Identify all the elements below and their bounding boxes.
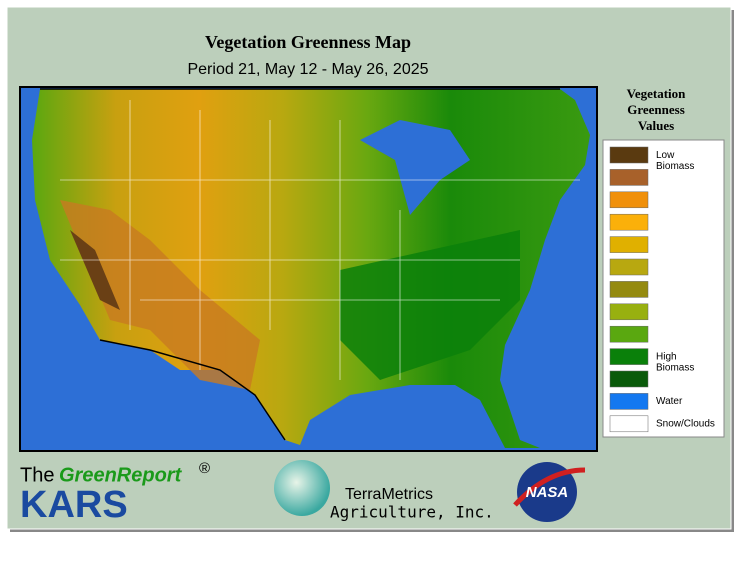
legend-swatch: [609, 146, 649, 164]
map-national-border: [40, 88, 560, 441]
map-green-region: [340, 230, 520, 380]
map-dry-region: [60, 200, 260, 390]
legend-title: Vegetation: [627, 86, 687, 101]
legend-swatch: [609, 415, 649, 433]
legend-label: Snow/Clouds: [656, 418, 715, 429]
legend-swatch: [609, 370, 649, 388]
legend-title: Values: [638, 118, 674, 133]
map-land: [32, 89, 590, 448]
legend-label: Water: [656, 396, 683, 407]
brand-the: The: [20, 464, 54, 486]
legend-swatch: [609, 393, 649, 410]
legend-swatch: [609, 236, 649, 253]
brand-registered: ®: [199, 460, 210, 477]
legend-swatch: [609, 281, 649, 298]
terrametrics-logo: [274, 460, 330, 516]
brand-greenreport: GreenReport: [59, 464, 183, 486]
nasa-text: NASA: [526, 484, 569, 501]
brand-kars: KARS: [20, 484, 128, 526]
map: [19, 86, 598, 452]
map-low-region: [70, 230, 120, 310]
legend-title: Greenness: [627, 102, 685, 117]
legend-swatch: [609, 325, 649, 343]
legend-swatch: [609, 348, 649, 365]
legend-swatch: [609, 303, 649, 321]
legend-swatch: [609, 191, 649, 209]
map-borders: [60, 100, 580, 380]
legend-label: Low Biomass: [656, 150, 694, 172]
map-great-lakes: [360, 120, 470, 215]
terrametrics-name: TerraMetrics: [345, 486, 433, 503]
legend-label: High Biomass: [656, 351, 694, 373]
legend-swatch: [609, 213, 649, 231]
nasa-logo: [517, 462, 577, 522]
title: Vegetation Greenness Map: [205, 32, 411, 52]
legend-swatch: [609, 169, 649, 186]
subtitle: Period 21, May 12 - May 26, 2025: [187, 61, 428, 78]
nasa-swoosh: [513, 467, 586, 507]
legend-swatch: [609, 258, 649, 276]
terrametrics-sub: Agriculture, Inc.: [330, 503, 494, 522]
